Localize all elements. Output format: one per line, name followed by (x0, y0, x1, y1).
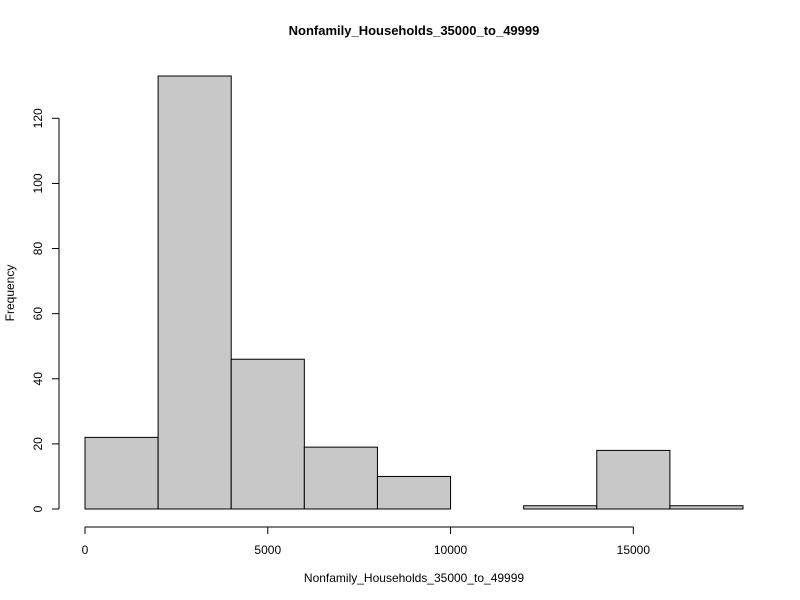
x-axis-label: Nonfamily_Households_35000_to_49999 (304, 571, 524, 585)
y-tick-label-4: 80 (31, 242, 45, 256)
histogram-bar-0 (84, 436, 159, 510)
y-axis: 0 20 40 60 80 100 120 (31, 108, 60, 512)
x-tick-label-1: 5000 (254, 543, 281, 557)
histogram-bar-2 (230, 358, 305, 510)
y-tick-label-3: 60 (31, 307, 45, 321)
histogram-bar-3 (303, 446, 378, 510)
y-tick-label-1: 20 (31, 437, 45, 451)
y-tick-label-2: 40 (31, 372, 45, 386)
y-axis-label: Frequency (3, 265, 17, 322)
histogram-bar-6 (523, 505, 598, 510)
histogram-bar-4 (376, 475, 452, 510)
histogram-bar-8 (669, 505, 744, 510)
x-axis: 0 5000 10000 15000 (82, 526, 651, 557)
y-tick-label-6: 120 (31, 108, 45, 128)
x-tick-label-3: 15000 (617, 543, 651, 557)
bars-group (84, 75, 744, 510)
y-tick-label-5: 100 (31, 173, 45, 193)
y-tick-label-0: 0 (31, 505, 45, 512)
x-tick-label-0: 0 (82, 543, 89, 557)
chart-title: Nonfamily_Households_35000_to_49999 (289, 23, 540, 38)
x-tick-label-2: 10000 (434, 543, 468, 557)
histogram-bar-1 (157, 75, 232, 510)
histogram-bar-7 (596, 449, 671, 510)
